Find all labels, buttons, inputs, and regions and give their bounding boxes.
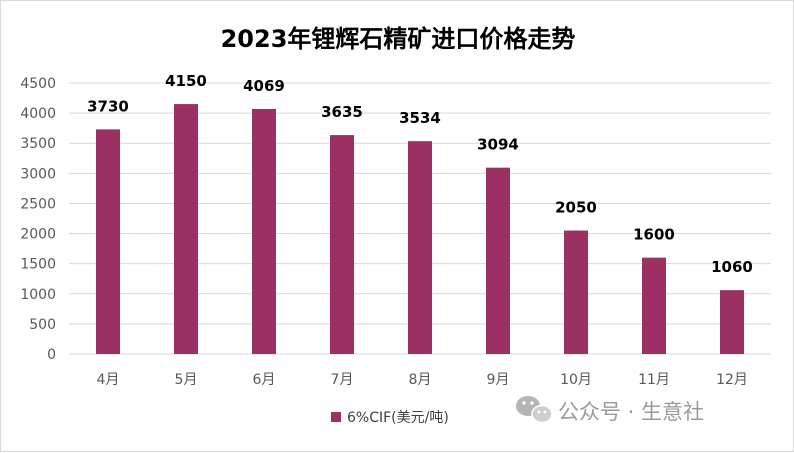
data-label: 1600 <box>633 226 675 244</box>
y-tick-label: 4500 <box>20 76 56 92</box>
bar <box>642 257 666 354</box>
x-tick-label: 9月 <box>487 372 510 388</box>
bar-series <box>96 104 744 354</box>
bar <box>486 167 510 354</box>
y-tick-label: 4000 <box>20 106 56 122</box>
x-tick-label: 6月 <box>253 372 276 388</box>
y-tick-label: 2000 <box>20 227 56 243</box>
y-axis-ticks: 0 500 1000 1500 2000 2500 3000 3500 4000 4500 <box>20 76 56 363</box>
x-axis-ticks: 4月 5月 6月 7月 8月 9月 10月 11月 12月 <box>97 372 748 388</box>
watermark-text: 公众号 · 生意社 <box>558 400 704 424</box>
bar <box>174 104 198 354</box>
data-label: 3635 <box>321 103 363 121</box>
y-tick-label: 3000 <box>20 166 56 182</box>
y-tick-label: 500 <box>29 317 56 333</box>
watermark: 公众号 · 生意社 <box>516 396 704 424</box>
legend-swatch <box>331 412 341 422</box>
x-tick-label: 12月 <box>716 372 748 388</box>
y-tick-label: 0 <box>47 347 56 363</box>
x-tick-label: 4月 <box>97 372 120 388</box>
chart-title: 2023年锂辉石精矿进口价格走势 <box>221 25 576 53</box>
y-tick-label: 1500 <box>20 257 56 273</box>
bar <box>408 141 432 354</box>
bar <box>330 135 354 354</box>
y-tick-label: 1000 <box>20 287 56 303</box>
wechat-icon <box>516 396 553 424</box>
data-label: 4069 <box>243 77 285 95</box>
x-tick-label: 5月 <box>175 372 198 388</box>
x-tick-label: 8月 <box>409 372 432 388</box>
bar <box>564 230 588 354</box>
data-label: 2050 <box>555 199 597 217</box>
x-tick-label: 7月 <box>331 372 354 388</box>
data-labels: 3730 4150 4069 3635 3534 3094 2050 1600 1060 <box>87 72 753 276</box>
data-label: 3730 <box>87 97 129 115</box>
bar <box>96 129 120 354</box>
y-tick-label: 2500 <box>20 196 56 212</box>
data-label: 3094 <box>477 136 519 154</box>
bar <box>252 108 276 354</box>
legend-label: 6%CIF(美元/吨) <box>347 410 449 426</box>
data-label: 1060 <box>711 258 753 276</box>
x-tick-label: 11月 <box>638 372 670 388</box>
data-label: 3534 <box>399 109 441 127</box>
bar <box>720 290 744 354</box>
x-tick-label: 10月 <box>560 372 592 388</box>
y-tick-label: 3500 <box>20 136 56 152</box>
data-label: 4150 <box>165 72 207 90</box>
legend: 6%CIF(美元/吨) <box>331 410 449 426</box>
